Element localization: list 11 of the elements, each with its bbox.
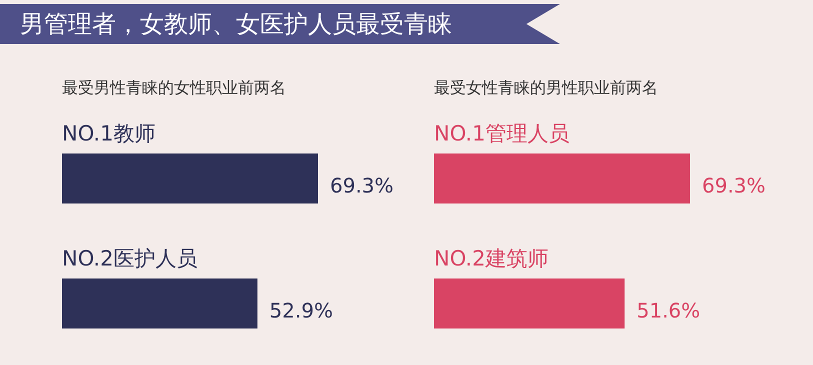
y-tick-label: NO.1教师 — [62, 122, 156, 146]
data-label: 69.3% — [330, 174, 394, 198]
data-label: 69.3% — [702, 174, 766, 198]
y-tick-label: NO.2医护人员 — [62, 246, 198, 270]
text: 男管理者，女教师、女医护人员最受青睐 — [0, 4, 560, 44]
y-tick-label: NO.1管理人员 — [434, 122, 570, 146]
text: 最受女性青睐的男性职业前两名 — [434, 78, 658, 97]
data-label: 51.6% — [636, 298, 700, 322]
text: 最受男性青睐的女性职业前两名 — [62, 78, 286, 97]
data-label: 52.9% — [269, 298, 333, 322]
y-tick-label: NO.2建筑师 — [434, 246, 548, 270]
